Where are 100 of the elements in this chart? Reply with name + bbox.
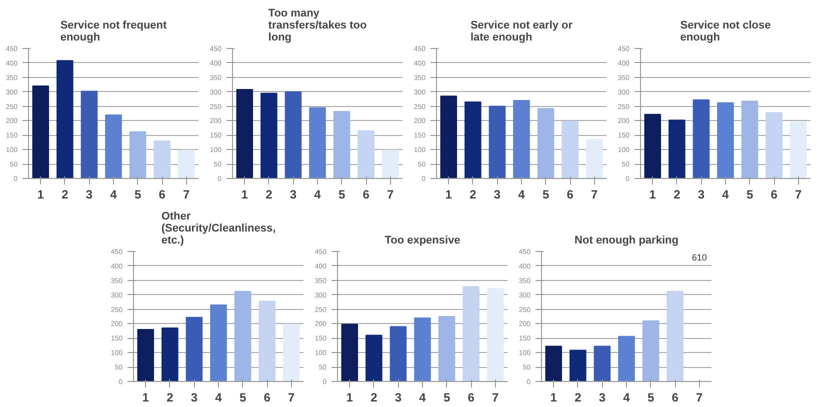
bar xyxy=(390,326,407,382)
x-tick-label: 3 xyxy=(86,188,93,202)
chart-title: Service not close enough xyxy=(680,20,771,44)
x-tick-label: 7 xyxy=(288,390,296,404)
x-tick-label: 6 xyxy=(566,188,574,202)
bar xyxy=(766,112,782,178)
x-tick-label: 2 xyxy=(470,188,477,202)
x-tick-label: 1 xyxy=(37,188,44,202)
bar xyxy=(333,110,350,178)
x-tick-label: 4 xyxy=(215,390,222,404)
x-tick-label: 7 xyxy=(696,390,704,404)
x-tick-label: 6 xyxy=(158,188,166,202)
x-tick-label: 3 xyxy=(290,188,297,202)
x-tick-label: 4 xyxy=(110,188,118,202)
chart-title: Too expensive xyxy=(384,234,460,246)
bar xyxy=(32,86,50,178)
x-tick-label: 4 xyxy=(722,188,730,202)
bar xyxy=(210,304,227,382)
bar xyxy=(741,100,758,178)
x-tick-label: 4 xyxy=(518,188,526,202)
bar xyxy=(545,346,562,382)
bar xyxy=(282,324,300,382)
bar xyxy=(105,114,122,178)
bar xyxy=(366,334,382,382)
x-tick-label: 4 xyxy=(314,188,322,202)
x-tick-label: 1 xyxy=(445,188,452,202)
bar xyxy=(488,106,506,178)
bar xyxy=(260,92,278,178)
x-tick-label: 4 xyxy=(419,390,426,404)
x-tick-label: 7 xyxy=(387,188,394,202)
bar xyxy=(462,286,480,382)
bar xyxy=(513,100,530,178)
bar xyxy=(644,114,662,178)
x-tick-label: 5 xyxy=(443,390,450,404)
x-tick-label: 2 xyxy=(62,188,69,202)
x-tick-label: 5 xyxy=(338,188,346,202)
x-tick-label: 3 xyxy=(598,390,606,404)
x-tick-label: 3 xyxy=(394,390,402,404)
bar xyxy=(618,336,635,382)
x-tick-label: 3 xyxy=(698,188,705,202)
bar xyxy=(309,107,326,178)
bar xyxy=(594,346,611,382)
x-tick-label: 2 xyxy=(674,188,681,202)
bar xyxy=(717,102,734,178)
x-tick-label: 5 xyxy=(239,390,246,404)
x-tick-label: 5 xyxy=(647,390,654,404)
bar xyxy=(178,150,195,178)
x-tick-label: 6 xyxy=(362,188,370,202)
text: 610 xyxy=(692,252,707,262)
bar xyxy=(486,288,504,382)
bar xyxy=(341,324,358,382)
bar xyxy=(692,99,710,178)
x-tick-label: 7 xyxy=(492,390,500,404)
x-tick-label: 1 xyxy=(346,390,354,404)
x-tick-label: 1 xyxy=(142,390,150,404)
x-tick-label: 7 xyxy=(183,188,190,202)
bar xyxy=(464,101,482,178)
bar xyxy=(570,350,586,382)
x-tick-label: 3 xyxy=(190,390,198,404)
bar xyxy=(258,300,276,382)
bar xyxy=(414,317,431,382)
x-tick-label: 1 xyxy=(241,188,248,202)
x-tick-label: 6 xyxy=(264,390,271,404)
bar xyxy=(586,139,603,178)
bar xyxy=(284,91,302,178)
bar xyxy=(129,131,146,178)
bar xyxy=(137,329,154,382)
x-tick-label: 6 xyxy=(770,188,778,202)
bar xyxy=(236,89,254,178)
x-tick-label: 1 xyxy=(550,390,558,404)
bar xyxy=(382,150,399,178)
bar xyxy=(56,60,74,178)
bar xyxy=(80,90,98,178)
bar xyxy=(438,316,456,382)
bar xyxy=(186,316,203,382)
x-tick-label: 2 xyxy=(370,390,378,404)
x-tick-label: 2 xyxy=(166,390,174,404)
x-tick-label: 5 xyxy=(542,188,550,202)
chart-title: Too many transfers/takes too long xyxy=(268,8,367,44)
x-tick-label: 1 xyxy=(649,188,656,202)
chart-title: Not enough parking xyxy=(574,234,678,246)
bar xyxy=(790,122,807,178)
chart-title: Other (Security/Cleanliness, etc.) xyxy=(161,210,276,246)
chart-title: Service not frequent enough xyxy=(60,20,168,44)
x-tick-label: 6 xyxy=(468,390,475,404)
x-tick-label: 2 xyxy=(266,188,273,202)
x-tick-label: 2 xyxy=(574,390,582,404)
x-tick-label: 6 xyxy=(672,390,679,404)
bar xyxy=(642,320,660,382)
chart-title: Service not early or late enough xyxy=(470,20,574,44)
bar xyxy=(154,140,170,178)
bar xyxy=(162,328,178,382)
x-tick-label: 7 xyxy=(591,188,598,202)
bar xyxy=(537,108,554,178)
bar xyxy=(234,290,252,382)
x-tick-label: 4 xyxy=(623,390,630,404)
bar xyxy=(562,120,578,178)
x-tick-label: 5 xyxy=(134,188,142,202)
bar xyxy=(666,290,684,382)
bar xyxy=(358,130,374,178)
